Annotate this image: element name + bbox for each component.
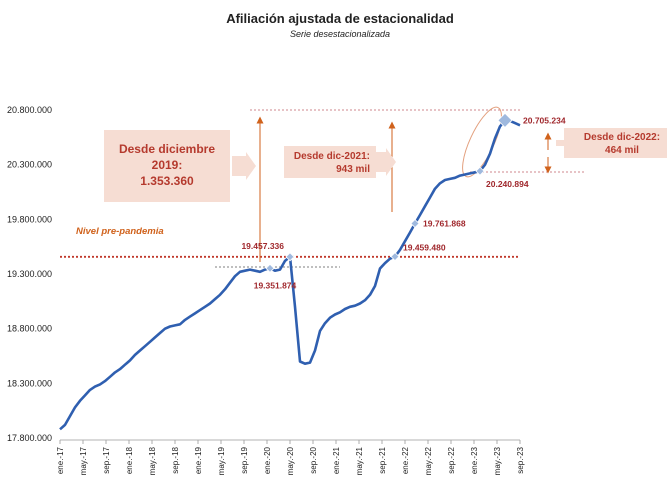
x-tick-label: sep.-17 — [102, 446, 111, 473]
x-tick-label: ene.-20 — [263, 446, 272, 474]
marker-label: 20.705.234 — [523, 115, 566, 125]
data-marker — [410, 218, 420, 229]
marker-label: 19.457.336 — [241, 241, 284, 251]
x-tick-label: ene.-22 — [401, 446, 410, 474]
y-tick-label: 19.300.000 — [7, 269, 52, 279]
x-axis: ene.-17 may.-17 sep.-17 ene.-18 may.-18 sep.-… — [56, 439, 525, 475]
marker-layer: 19.351.874 19.457.336 19.459.480 19.761.868… — [241, 112, 566, 290]
box-dec2021-line-1: Desde dic-2021: — [294, 151, 370, 162]
x-tick-label: ene.-18 — [125, 446, 134, 474]
box-dec2022-line-2: 464 mil — [605, 145, 639, 156]
x-tick-label: may.-17 — [79, 446, 88, 475]
data-marker — [265, 263, 275, 273]
marker-label: 20.240.894 — [486, 179, 529, 189]
y-tick-label: 20.800.000 — [7, 105, 52, 115]
marker-label: 19.459.480 — [403, 243, 446, 253]
x-tick-label: sep.-19 — [240, 446, 249, 473]
box-dec2021-line-2: 943 mil — [336, 164, 370, 175]
x-tick-label: sep.-18 — [171, 446, 180, 473]
y-tick-label: 18.300.000 — [7, 378, 52, 388]
x-tick-label: may.-22 — [424, 446, 433, 475]
y-axis: 17.800.000 18.300.000 18.800.000 19.300.000… — [7, 105, 52, 443]
x-tick-label: ene.-19 — [194, 446, 203, 474]
x-tick-label: ene.-23 — [470, 446, 479, 474]
y-tick-label: 19.800.000 — [7, 214, 52, 224]
x-tick-label: may.-19 — [217, 446, 226, 475]
x-tick-label: sep.-22 — [447, 446, 456, 473]
x-tick-label: ene.-21 — [332, 446, 341, 474]
box-dec2019-line-2: 2019: — [152, 158, 183, 172]
x-tick-label: sep.-20 — [309, 446, 318, 473]
x-tick-label: sep.-21 — [378, 446, 387, 473]
data-marker — [497, 112, 513, 128]
chart-title: Afiliación ajustada de estacionalidad — [226, 11, 454, 26]
x-tick-label: sep.-23 — [516, 446, 525, 473]
box-dec2019: Desde diciembre 2019: 1.353.360 — [104, 130, 256, 202]
marker-label: 19.761.868 — [423, 219, 466, 229]
y-tick-label: 20.300.000 — [7, 160, 52, 170]
box-dec2019-line-3: 1.353.360 — [140, 174, 194, 188]
x-tick-label: may.-18 — [148, 446, 157, 475]
x-tick-label: may.-21 — [355, 446, 364, 475]
prepandemic-label: Nivel pre-pandemia — [76, 226, 164, 237]
x-tick-label: may.-20 — [286, 446, 295, 475]
box-dec2021: Desde dic-2021: 943 mil — [284, 146, 396, 178]
box-dec2019-line-1: Desde diciembre — [119, 142, 215, 156]
data-marker — [285, 252, 295, 262]
y-tick-label: 18.800.000 — [7, 324, 52, 334]
chart-subtitle: Serie desestacionalizada — [290, 29, 390, 39]
marker-label: 19.351.874 — [254, 280, 297, 290]
x-tick-label: may.-23 — [493, 446, 502, 475]
data-marker — [390, 251, 400, 262]
box-dec2022-line-1: Desde dic-2022: — [584, 132, 660, 143]
box-dec2022: Desde dic-2022: 464 mil — [556, 128, 667, 158]
x-tick-label: ene.-17 — [56, 446, 65, 474]
data-marker — [475, 166, 485, 176]
y-tick-label: 17.800.000 — [7, 433, 52, 443]
